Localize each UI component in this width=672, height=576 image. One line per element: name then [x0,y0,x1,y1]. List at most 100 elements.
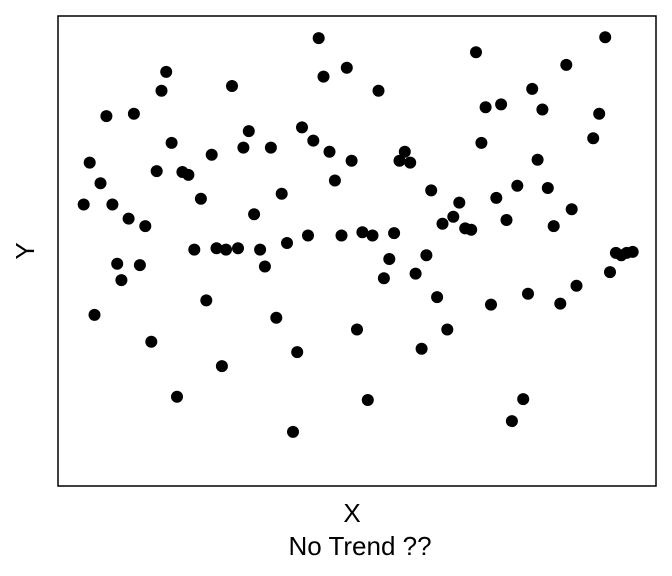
data-point [171,390,183,403]
data-point [182,168,195,181]
data-point [83,156,96,169]
data-point [495,98,508,111]
data-point [393,154,406,167]
data-point [302,229,314,242]
data-point [194,192,207,205]
data-point [517,393,530,406]
data-point [366,229,379,242]
data-point [291,346,304,359]
data-point [475,136,488,149]
data-point [328,174,341,187]
data-point [361,394,374,406]
data-point [404,156,417,169]
data-point [604,266,616,279]
data-point [215,360,228,373]
plot-area-frame [57,15,657,487]
data-point [226,80,238,92]
data-point [541,182,554,194]
data-point [547,220,560,233]
y-axis-label: Y [10,242,40,259]
data-point [248,208,261,221]
data-point [536,103,549,116]
data-point [431,291,444,304]
data-point [254,243,267,256]
data-point [398,145,411,158]
data-point [522,287,534,300]
data-point [258,260,271,273]
data-point [383,253,396,265]
data-point [388,227,401,240]
data-point [441,323,454,336]
data-point [150,165,163,178]
data-point [139,220,152,233]
data-point [420,249,433,262]
data-point [77,198,90,211]
data-point [425,184,438,197]
data-point [453,196,466,209]
data-point [88,308,101,321]
data-point [415,342,428,355]
data-points [77,31,639,438]
data-point [145,335,158,348]
data-point [531,153,544,166]
data-point [470,46,482,59]
data-point [115,274,128,287]
data-point [275,187,288,200]
data-point [264,141,277,154]
data-point [447,210,460,223]
data-point [511,179,524,192]
data-point [160,65,173,78]
data-point [307,134,320,147]
data-point [111,257,124,270]
data-point [593,107,606,120]
data-point [372,84,385,97]
data-point [323,145,336,158]
data-point [485,298,497,311]
data-point [479,101,492,114]
data-point [526,82,539,95]
data-point [409,267,422,280]
data-point [505,415,518,428]
data-point [351,323,363,336]
chart-caption: No Trend ?? [288,531,431,561]
data-point [94,177,107,190]
data-point [570,279,583,292]
data-point [122,212,135,225]
data-point [340,61,353,74]
data-point [599,31,612,44]
data-point [377,272,390,285]
data-point [287,425,299,438]
data-point [296,121,308,134]
data-point [565,203,578,216]
data-point [317,70,330,83]
data-point [335,229,348,242]
data-point [242,125,255,138]
data-point [220,243,232,256]
data-point [188,243,201,256]
data-point [100,110,113,123]
data-point [281,237,293,249]
data-point [465,223,478,236]
data-point [345,154,358,167]
data-point [560,58,573,71]
data-point [554,297,567,310]
data-point [232,242,244,255]
data-point [165,136,178,149]
data-point [500,214,513,226]
data-point [133,259,146,272]
data-point [237,141,250,154]
data-point [356,226,369,239]
data-point [210,242,223,255]
data-point [205,148,218,161]
data-point [312,32,325,45]
data-point [127,107,140,120]
x-axis-label: X [343,498,360,528]
data-point [200,294,213,307]
data-point [587,132,600,145]
data-point [106,198,119,211]
data-point [436,217,449,230]
data-point [155,84,168,97]
data-point [490,191,503,204]
data-point [270,311,283,324]
